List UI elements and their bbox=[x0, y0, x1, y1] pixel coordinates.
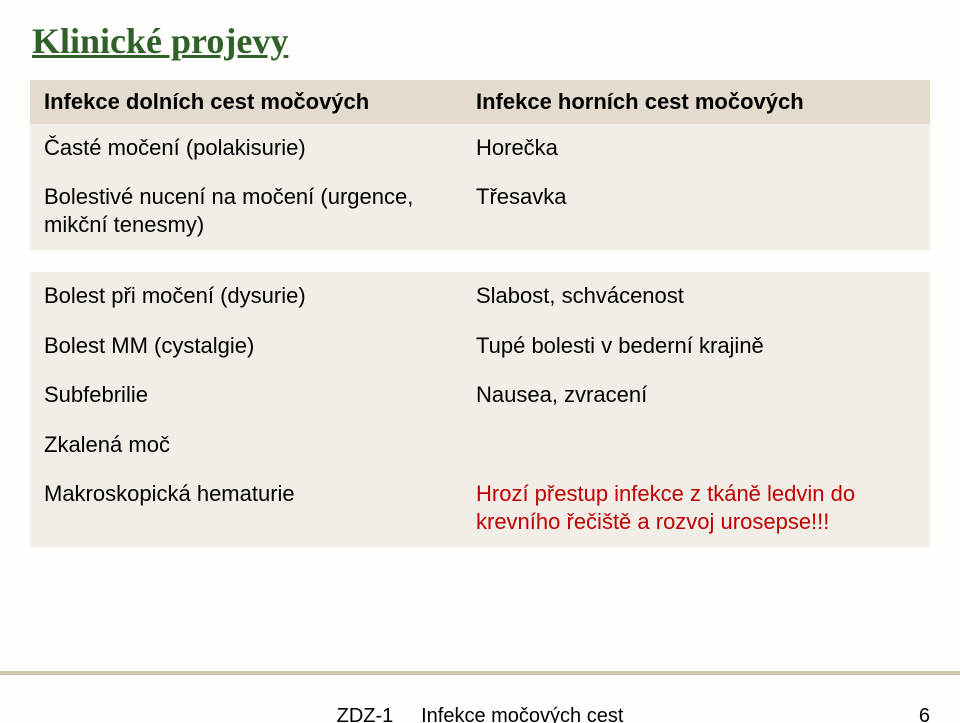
table-row: Časté močení (polakisurie) Horečka bbox=[30, 124, 930, 174]
footer-page-number: 6 bbox=[919, 705, 930, 723]
table-row: Zkalená moč bbox=[30, 421, 930, 471]
cell-right bbox=[462, 421, 930, 471]
slide: Klinické projevy Infekce dolních cest mo… bbox=[0, 0, 960, 723]
cell-left: Bolestivé nucení na močení (urgence, mik… bbox=[30, 173, 462, 250]
header-left: Infekce dolních cest močových bbox=[30, 80, 462, 124]
cell-left: Subfebrilie bbox=[30, 371, 462, 421]
footer-title: Infekce močových cest bbox=[421, 705, 623, 723]
cell-left: Bolest MM (cystalgie) bbox=[30, 322, 462, 372]
comparison-table: Infekce dolních cest močových Infekce ho… bbox=[30, 80, 930, 547]
cell-right: Slabost, schvácenost bbox=[462, 272, 930, 322]
cell-right: Tupé bolesti v bederní krajině bbox=[462, 322, 930, 372]
table-row: Makroskopická hematurie Hrozí přestup in… bbox=[30, 470, 930, 547]
cell-left: Bolest při močení (dysurie) bbox=[30, 272, 462, 322]
cell-left: Zkalená moč bbox=[30, 421, 462, 471]
table-spacer bbox=[30, 250, 930, 272]
cell-left: Makroskopická hematurie bbox=[30, 470, 462, 547]
table-row: Subfebrilie Nausea, zvracení bbox=[30, 371, 930, 421]
table-row: Bolest při močení (dysurie) Slabost, sch… bbox=[30, 272, 930, 322]
header-right: Infekce horních cest močových bbox=[462, 80, 930, 124]
cell-right-warning: Hrozí přestup infekce z tkáně ledvin do … bbox=[462, 470, 930, 547]
cell-right: Horečka bbox=[462, 124, 930, 174]
cell-left: Časté močení (polakisurie) bbox=[30, 124, 462, 174]
table-row: Bolestivé nucení na močení (urgence, mik… bbox=[30, 173, 930, 250]
table-header-row: Infekce dolních cest močových Infekce ho… bbox=[30, 80, 930, 124]
footer-center: ZDZ-1 Infekce močových cest bbox=[0, 705, 960, 723]
decorative-line bbox=[0, 671, 960, 675]
footer-code: ZDZ-1 bbox=[337, 705, 394, 723]
table-row: Bolest MM (cystalgie) Tupé bolesti v bed… bbox=[30, 322, 930, 372]
page-title: Klinické projevy bbox=[32, 20, 930, 62]
cell-right: Třesavka bbox=[462, 173, 930, 250]
cell-right: Nausea, zvracení bbox=[462, 371, 930, 421]
